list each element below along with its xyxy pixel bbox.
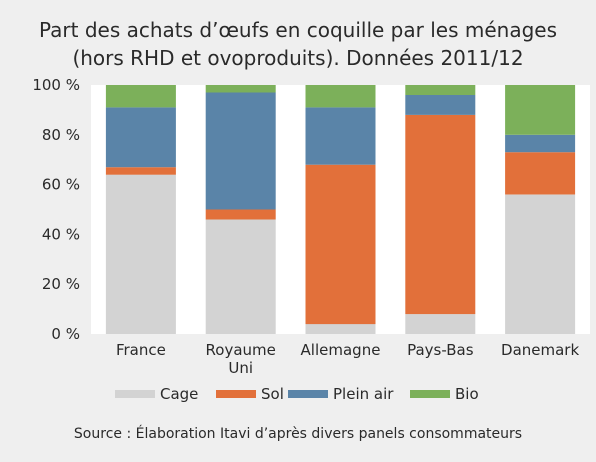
legend-label-plein-air: Plein air — [333, 385, 394, 403]
bar-segment-sol-2 — [305, 164, 376, 325]
bar-segment-plein-air-3 — [405, 95, 476, 115]
bar-segment-cage-1 — [205, 219, 276, 334]
chart-title-line-1: Part des achats d’œufs en coquille par l… — [39, 18, 557, 42]
bar-segment-plein-air-1 — [205, 92, 276, 210]
y-tick-label-4: 80 % — [42, 126, 80, 144]
bar-segment-bio-0 — [105, 85, 176, 108]
y-tick-label-5: 100 % — [32, 76, 80, 94]
bar-segment-sol-4 — [505, 152, 576, 195]
bar-segment-cage-3 — [405, 314, 476, 334]
bar-segment-plein-air-4 — [505, 134, 576, 153]
legend: Cage Sol Plein air Bio — [115, 385, 479, 403]
bar-segment-bio-2 — [305, 85, 376, 108]
chart-title: Part des achats d’œufs en coquille par l… — [39, 18, 557, 70]
x-tick-label-4-0: Danemark — [501, 341, 579, 359]
x-tick-label-1-1: Uni — [228, 359, 253, 377]
y-tick-label-0: 0 % — [51, 325, 80, 343]
legend-swatch-bio — [410, 390, 450, 398]
bar-segment-cage-0 — [105, 174, 176, 334]
legend-swatch-cage — [115, 390, 155, 398]
y-tick-label-3: 60 % — [42, 176, 80, 194]
bar-segment-bio-3 — [405, 85, 476, 95]
y-tick-label-2: 40 % — [42, 225, 80, 243]
bar-segment-cage-2 — [305, 324, 376, 334]
bar-segment-bio-4 — [505, 85, 576, 135]
plot-area — [91, 85, 590, 334]
bar-segment-sol-0 — [105, 167, 176, 175]
bar-segment-plein-air-0 — [105, 107, 176, 168]
y-axis: 0 % 20 % 40 % 60 % 80 % 100 % — [32, 76, 80, 343]
legend-label-bio: Bio — [455, 385, 479, 403]
legend-swatch-plein-air — [288, 390, 328, 398]
bar-segment-cage-4 — [505, 194, 576, 334]
x-tick-label-0-0: France — [116, 341, 166, 359]
source-note: Source : Élaboration Itavi d’après diver… — [74, 425, 522, 442]
bar-segment-plein-air-2 — [305, 107, 376, 165]
x-tick-label-2-0: Allemagne — [301, 341, 381, 359]
legend-label-cage: Cage — [160, 385, 198, 403]
y-tick-label-1: 20 % — [42, 275, 80, 293]
legend-swatch-sol — [216, 390, 256, 398]
x-tick-label-3-0: Pays-Bas — [407, 341, 474, 359]
bar-segment-bio-1 — [205, 85, 276, 93]
bar-segment-sol-1 — [205, 209, 276, 220]
chart-title-line-2: (hors RHD et ovoproduits). Données 2011/… — [72, 46, 523, 70]
x-tick-label-1-0: Royaume — [206, 341, 276, 359]
legend-label-sol: Sol — [261, 385, 284, 403]
bar-segment-sol-3 — [405, 114, 476, 315]
